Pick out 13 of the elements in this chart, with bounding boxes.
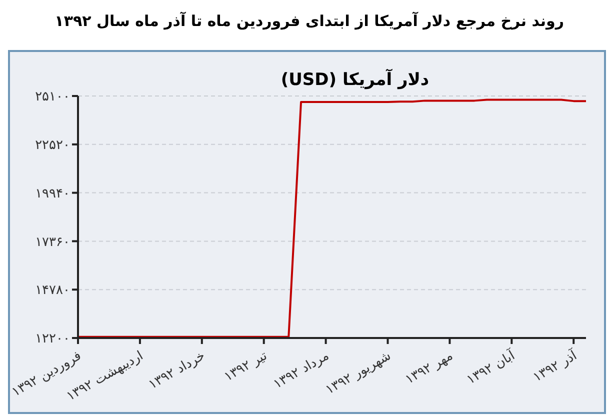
x-tick-label: آبان ۱۳۹۲ [463, 346, 519, 388]
y-tick-label: ۲۵۱۰۰ [35, 90, 70, 105]
y-tick-label: ۱۲۲۰۰ [35, 332, 70, 347]
x-tick-label: خرداد ۱۳۹۲ [146, 348, 208, 393]
chart-title: روند نرخ مرجع دلار آمریکا از ابتدای فروردین ماه تا آذر ماه سال ۱۳۹۲ [54, 12, 564, 30]
y-tick-label: ۱۹۹۴۰ [35, 186, 70, 202]
y-tick-label: ۲۲۵۲۰ [35, 138, 70, 154]
x-tick-label: مهر ۱۳۹۲ [403, 348, 456, 388]
y-tick-label: ۱۷۳۶۰ [35, 234, 70, 250]
chart-subtitle: دلار آمریکا (USD) [280, 70, 430, 90]
x-tick-label: تیر ۱۳۹۲ [222, 348, 270, 385]
x-tick-label: آذر ۱۳۹۲ [530, 346, 581, 386]
y-tick-label: ۱۴۷۸۰ [35, 283, 70, 298]
